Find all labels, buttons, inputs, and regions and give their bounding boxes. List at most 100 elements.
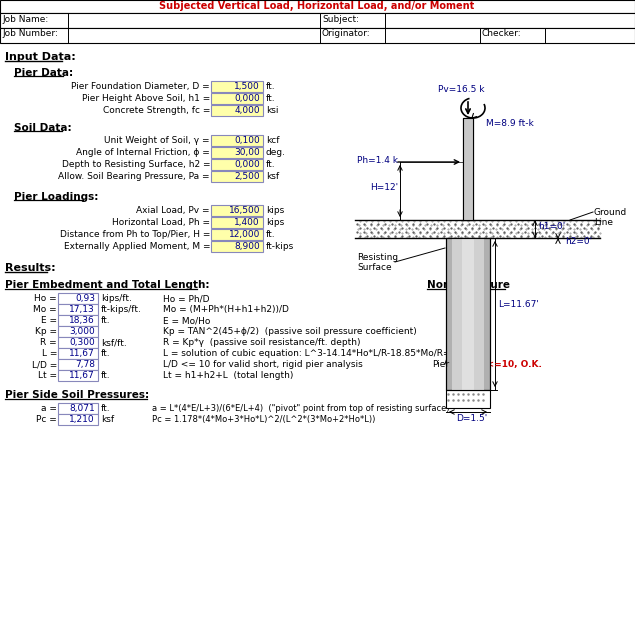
Bar xyxy=(211,229,263,240)
Text: ft-kips/ft.: ft-kips/ft. xyxy=(101,305,142,314)
Text: ft.: ft. xyxy=(101,316,110,325)
Text: Kp = TAN^2(45+ϕ/2)  (passive soil pressure coefficient): Kp = TAN^2(45+ϕ/2) (passive soil pressur… xyxy=(163,327,417,336)
Text: Pier Embedment and Total Length:: Pier Embedment and Total Length: xyxy=(5,280,210,290)
Text: Concrete Strength, fc =: Concrete Strength, fc = xyxy=(103,106,210,115)
Bar xyxy=(211,147,263,158)
Text: Job Name:: Job Name: xyxy=(2,15,48,24)
Text: deg.: deg. xyxy=(266,148,286,157)
Text: 0,100: 0,100 xyxy=(234,136,260,145)
Bar xyxy=(211,81,263,92)
Text: 17,13: 17,13 xyxy=(69,305,95,314)
Text: Surface: Surface xyxy=(357,263,392,272)
Bar xyxy=(211,205,263,216)
Text: h2=0': h2=0' xyxy=(565,237,592,246)
Text: Allow. Soil Bearing Pressure, Pa =: Allow. Soil Bearing Pressure, Pa = xyxy=(58,172,210,181)
Text: Distance from Ph to Top/Pier, H =: Distance from Ph to Top/Pier, H = xyxy=(60,230,210,239)
Bar xyxy=(211,105,263,116)
Text: Unit Weight of Soil, γ =: Unit Weight of Soil, γ = xyxy=(105,136,210,145)
Text: Originator:: Originator: xyxy=(322,29,371,38)
Bar xyxy=(211,159,263,170)
Text: L/D<=10, O.K.: L/D<=10, O.K. xyxy=(470,360,542,369)
Text: R = Kp*γ  (passive soil resistance/ft. depth): R = Kp*γ (passive soil resistance/ft. de… xyxy=(163,338,361,347)
Text: Subject:: Subject: xyxy=(322,15,359,24)
Text: 1,400: 1,400 xyxy=(234,218,260,227)
Bar xyxy=(58,326,98,337)
Text: kips: kips xyxy=(266,218,284,227)
Text: ft.: ft. xyxy=(266,230,276,239)
Bar xyxy=(58,403,98,414)
Text: Mo = (M+Ph*(H+h1+h2))/D: Mo = (M+Ph*(H+h1+h2))/D xyxy=(163,305,289,314)
Text: ft-kips: ft-kips xyxy=(266,242,294,251)
Text: Pier: Pier xyxy=(432,360,449,369)
Text: Horizontal Load, Ph =: Horizontal Load, Ph = xyxy=(112,218,210,227)
Bar xyxy=(463,118,473,220)
Text: kips: kips xyxy=(266,206,284,215)
Text: Resisting: Resisting xyxy=(357,253,398,262)
Text: R =: R = xyxy=(41,338,57,347)
Text: ft.: ft. xyxy=(101,371,110,380)
Text: Ho =: Ho = xyxy=(34,294,57,303)
Text: Checker:: Checker: xyxy=(482,29,521,38)
Text: Axial Load, Pv =: Axial Load, Pv = xyxy=(137,206,210,215)
Text: 16,500: 16,500 xyxy=(229,206,260,215)
Text: Depth to Resisting Surface, h2 =: Depth to Resisting Surface, h2 = xyxy=(62,160,210,169)
Bar xyxy=(452,238,484,390)
Text: a = L*(4*E/L+3)/(6*E/L+4)  ("pivot" point from top of resisting surface): a = L*(4*E/L+3)/(6*E/L+4) ("pivot" point… xyxy=(152,404,450,413)
Text: ft.: ft. xyxy=(101,404,110,413)
Text: Lt = h1+h2+L  (total length): Lt = h1+h2+L (total length) xyxy=(163,371,293,380)
Text: 3,000: 3,000 xyxy=(69,327,95,336)
Text: 1,210: 1,210 xyxy=(69,415,95,424)
Bar xyxy=(446,390,490,408)
Text: ksi: ksi xyxy=(266,106,279,115)
Text: 2,500: 2,500 xyxy=(234,172,260,181)
Text: 18,36: 18,36 xyxy=(69,316,95,325)
Text: Pc = 1.178*(4*Mo+3*Ho*L)^2/(L^2*(3*Mo+2*Ho*L)): Pc = 1.178*(4*Mo+3*Ho*L)^2/(L^2*(3*Mo+2*… xyxy=(152,415,375,424)
Text: ksf: ksf xyxy=(101,415,114,424)
Text: Soil Data:: Soil Data: xyxy=(14,123,72,133)
Text: H=12': H=12' xyxy=(370,183,398,192)
Text: Kp =: Kp = xyxy=(35,327,57,336)
Text: Pier Side Soil Pressures:: Pier Side Soil Pressures: xyxy=(5,390,149,400)
Text: Externally Applied Moment, M =: Externally Applied Moment, M = xyxy=(64,242,210,251)
Text: Input Data:: Input Data: xyxy=(5,52,76,62)
Bar xyxy=(211,171,263,182)
Text: ft.: ft. xyxy=(266,82,276,91)
Text: 0,93: 0,93 xyxy=(75,294,95,303)
Text: Pc =: Pc = xyxy=(36,415,57,424)
Text: 0,000: 0,000 xyxy=(234,94,260,103)
Bar xyxy=(58,315,98,326)
Bar xyxy=(58,348,98,359)
Text: 1,500: 1,500 xyxy=(234,82,260,91)
Text: 0,000: 0,000 xyxy=(234,160,260,169)
Bar xyxy=(446,238,490,390)
Text: D=1.5': D=1.5' xyxy=(456,414,487,423)
Text: E = Mo/Ho: E = Mo/Ho xyxy=(163,316,210,325)
Text: Pv=16.5 k: Pv=16.5 k xyxy=(438,85,485,94)
Text: M=8.9 ft-k: M=8.9 ft-k xyxy=(486,119,534,128)
Text: 11,67: 11,67 xyxy=(69,349,95,358)
Bar xyxy=(211,93,263,104)
Text: Lt =: Lt = xyxy=(38,371,57,380)
Text: Ground: Ground xyxy=(594,208,627,217)
Bar xyxy=(0,13,635,28)
Bar xyxy=(462,238,474,390)
Bar xyxy=(0,0,635,13)
Text: Subjected Vertical Load, Horizontal Load, and/or Moment: Subjected Vertical Load, Horizontal Load… xyxy=(159,1,474,11)
Text: ft.: ft. xyxy=(266,94,276,103)
Bar xyxy=(58,337,98,348)
Bar xyxy=(58,414,98,425)
Text: Ho = Ph/D: Ho = Ph/D xyxy=(163,294,210,303)
Text: ksf/ft.: ksf/ft. xyxy=(101,338,127,347)
Text: a =: a = xyxy=(41,404,57,413)
Text: h1=0': h1=0' xyxy=(538,222,565,231)
Text: kcf: kcf xyxy=(266,136,279,145)
Text: Angle of Internal Friction, ϕ =: Angle of Internal Friction, ϕ = xyxy=(76,148,210,157)
Text: ft.: ft. xyxy=(101,349,110,358)
Text: L =: L = xyxy=(42,349,57,358)
Bar xyxy=(58,370,98,381)
Text: 30,00: 30,00 xyxy=(234,148,260,157)
Bar xyxy=(463,118,473,220)
Text: 7,78: 7,78 xyxy=(75,360,95,369)
Text: L/D <= 10 for valid short, rigid pier analysis: L/D <= 10 for valid short, rigid pier an… xyxy=(163,360,363,369)
Text: Pier Foundation Diameter, D =: Pier Foundation Diameter, D = xyxy=(71,82,210,91)
